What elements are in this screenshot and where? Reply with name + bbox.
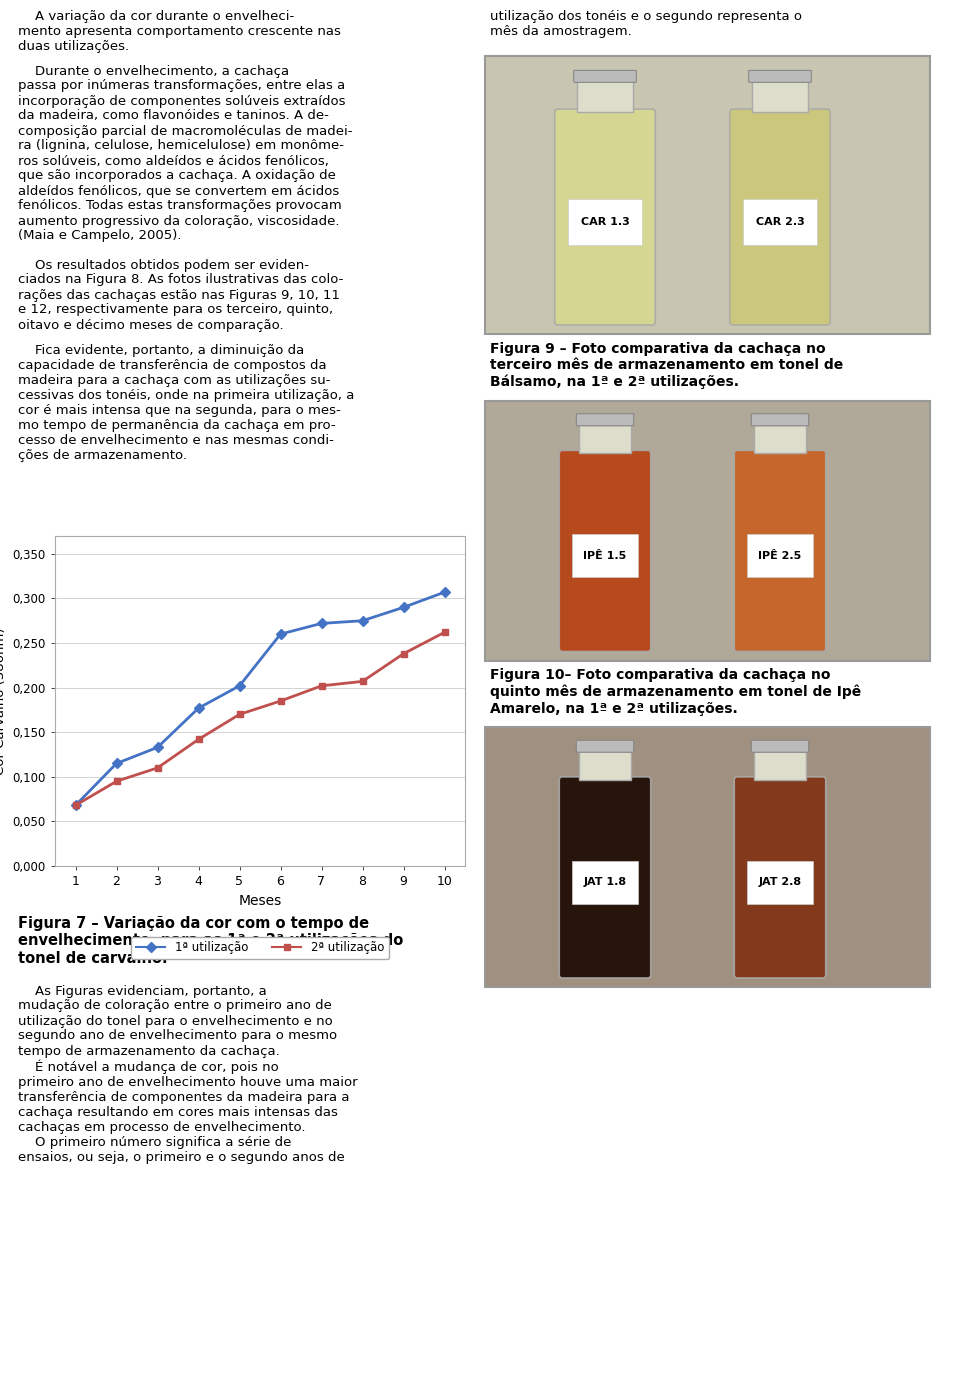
- FancyBboxPatch shape: [560, 777, 651, 979]
- Bar: [743, 199, 817, 245]
- Bar: [579, 751, 631, 780]
- Bar: [571, 861, 638, 903]
- X-axis label: Meses: Meses: [238, 893, 281, 907]
- Bar: [755, 751, 805, 780]
- FancyBboxPatch shape: [734, 450, 826, 651]
- Text: JAT 2.8: JAT 2.8: [758, 877, 802, 888]
- Bar: [579, 425, 631, 453]
- FancyBboxPatch shape: [555, 109, 656, 324]
- Text: IPÊ 2.5: IPÊ 2.5: [758, 551, 802, 561]
- FancyBboxPatch shape: [752, 414, 808, 426]
- FancyBboxPatch shape: [576, 741, 634, 752]
- Text: Os resultados obtidos podem ser eviden-
ciados na Figura 8. As fotos ilustrativa: Os resultados obtidos podem ser eviden- …: [18, 259, 344, 331]
- Legend: 1ª utilização, 2ª utilização: 1ª utilização, 2ª utilização: [132, 937, 389, 959]
- FancyBboxPatch shape: [574, 70, 636, 82]
- Text: A variação da cor durante o envelheci-
mento apresenta comportamento crescente n: A variação da cor durante o envelheci- m…: [18, 10, 341, 53]
- Bar: [747, 534, 813, 577]
- Y-axis label: Cor Carvalho (386nm): Cor Carvalho (386nm): [0, 628, 7, 774]
- Text: Fica evidente, portanto, a diminuição da
capacidade de transferência de composto: Fica evidente, portanto, a diminuição da…: [18, 344, 354, 461]
- Bar: [755, 425, 805, 453]
- FancyBboxPatch shape: [576, 414, 634, 426]
- Bar: [568, 199, 642, 245]
- Text: utilização dos tonéis e o segundo representa o
mês da amostragem.: utilização dos tonéis e o segundo repres…: [490, 10, 802, 38]
- FancyBboxPatch shape: [749, 70, 811, 82]
- FancyBboxPatch shape: [752, 741, 808, 752]
- Bar: [747, 861, 813, 903]
- Text: JAT 1.8: JAT 1.8: [584, 877, 627, 888]
- Text: Figura 7 – Variação da cor com o tempo de
envelhecimento, para as 1ª e 2ª utiliz: Figura 7 – Variação da cor com o tempo d…: [18, 916, 403, 966]
- Text: Durante o envelhecimento, a cachaça
passa por inúmeras transformações, entre ela: Durante o envelhecimento, a cachaça pass…: [18, 64, 352, 242]
- Bar: [485, 400, 930, 660]
- Text: As Figuras evidenciam, portanto, a
mudação de coloração entre o primeiro ano de
: As Figuras evidenciam, portanto, a mudaç…: [18, 984, 358, 1165]
- Bar: [571, 534, 638, 577]
- Text: CAR 2.3: CAR 2.3: [756, 217, 804, 226]
- FancyBboxPatch shape: [734, 777, 826, 979]
- Text: CAR 1.3: CAR 1.3: [581, 217, 630, 226]
- FancyBboxPatch shape: [730, 109, 830, 324]
- Bar: [485, 56, 930, 334]
- Bar: [577, 81, 634, 112]
- Text: Figura 10– Foto comparativa da cachaça no
quinto mês de armazenamento em tonel d: Figura 10– Foto comparativa da cachaça n…: [490, 668, 861, 716]
- Bar: [485, 727, 930, 987]
- Text: Figura 9 – Foto comparativa da cachaça no
terceiro mês de armazenamento em tonel: Figura 9 – Foto comparativa da cachaça n…: [490, 343, 843, 389]
- FancyBboxPatch shape: [560, 450, 651, 651]
- Bar: [752, 81, 808, 112]
- Text: IPÊ 1.5: IPÊ 1.5: [584, 551, 627, 561]
